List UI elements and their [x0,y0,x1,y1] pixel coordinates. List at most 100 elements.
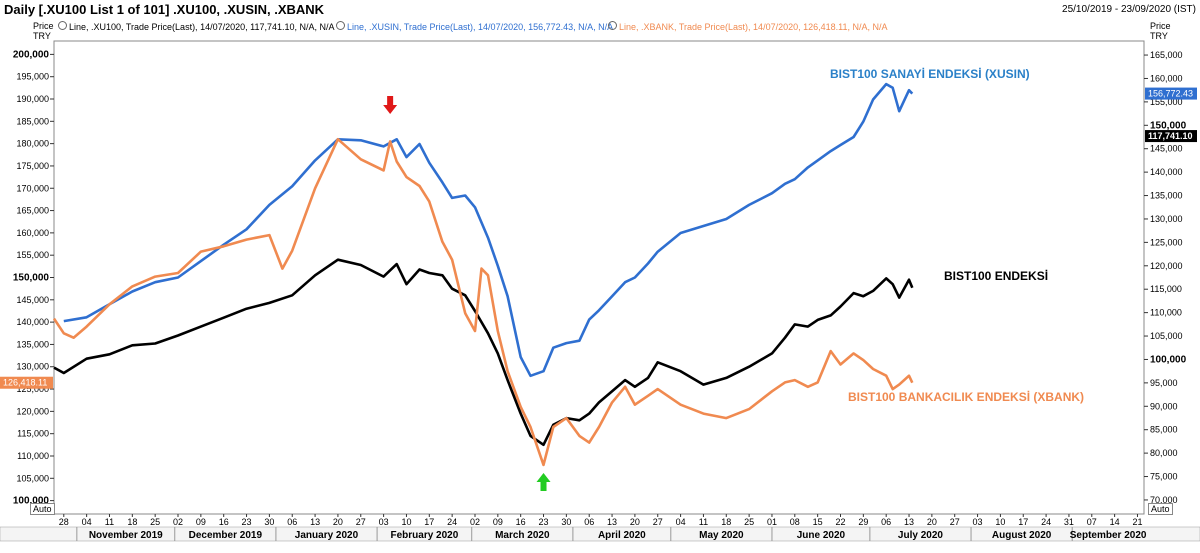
x-tick-label: 16 [219,517,229,527]
annotation-xbank: BIST100 BANKACILIK ENDEKSİ (XBANK) [848,390,1085,404]
left-tick-label: 100,000 [13,496,50,507]
x-tick-label: 23 [242,517,252,527]
auto-scale-button[interactable]: Auto [30,503,55,515]
x-month-label: August 2020 [992,530,1052,541]
left-tick-label: 190,000 [16,94,49,104]
x-month-label: January 2020 [295,530,359,541]
right-tick-label: 115,000 [1150,284,1182,294]
legend-item-xu100[interactable]: Line, .XU100, Trade Price(Last), 14/07/2… [58,21,335,32]
right-tick-label: 75,000 [1150,472,1178,482]
x-tick-label: 13 [904,517,914,527]
value-badges: 156,772.43 117,741.10 126,418.11 [0,87,1197,389]
xu100-value-text: 117,741.10 [1148,131,1193,141]
x-month-label: February 2020 [390,530,458,541]
x-tick-label: 28 [59,517,69,527]
x-tick-label: 13 [310,517,320,527]
x-tick-label: 06 [881,517,891,527]
left-tick-label: 135,000 [16,339,49,349]
xbank-value-badge [0,376,53,389]
x-tick-label: 27 [653,517,663,527]
x-tick-label: 23 [539,517,549,527]
red-down-arrow-icon [383,96,398,114]
x-tick-label: 06 [287,517,297,527]
x-day-strip [0,515,1200,527]
x-tick-label: 01 [767,517,777,527]
right-tick-label: 140,000 [1150,167,1183,177]
left-tick-label: 180,000 [16,139,49,149]
right-tick-label: 145,000 [1150,144,1183,154]
x-tick-label: 14 [1110,517,1120,527]
x-month-label: April 2020 [598,530,646,541]
x-tick-label: 03 [379,517,389,527]
x-tick-label: 07 [1087,517,1097,527]
chart-title: Daily [.XU100 List 1 of 101] .XU100, .XU… [4,2,325,17]
x-tick-label: 03 [973,517,983,527]
right-tick-label: 125,000 [1150,237,1183,247]
x-tick-label: 29 [858,517,868,527]
right-tick-label: 155,000 [1150,97,1183,107]
right-tick-label: 70,000 [1150,495,1178,505]
left-tick-label: 125,000 [16,384,49,394]
left-tick-label: 195,000 [16,72,49,82]
left-tick-label: 130,000 [16,362,49,372]
green-up-arrow-icon [536,473,551,491]
x-axis: 28 04 11 18 25 02 09 16 23 30 06 13 20 27 03 10 17 24 02 09… [0,514,1200,542]
right-tick-label: 100,000 [1150,354,1187,365]
x-tick-label: 18 [721,517,731,527]
left-tick-label: 175,000 [16,161,49,171]
annotation-xusin: BIST100 SANAYİ ENDEKSİ (XUSIN) [830,67,1030,81]
plot-area [53,40,1145,515]
left-tick-label: 150,000 [13,273,50,284]
x-tick-label: 11 [699,517,708,527]
right-tick-label: 165,000 [1150,50,1183,60]
legend-item-xbank[interactable]: Line, .XBANK, Trade Price(Last), 14/07/2… [608,21,887,32]
x-tick-label: 20 [333,517,343,527]
right-tick-label: 120,000 [1150,261,1183,271]
right-tick-label: 95,000 [1150,378,1178,388]
xu100-value-badge [1145,130,1197,143]
x-tick-label: 11 [105,517,114,527]
x-tick-label: 17 [1018,517,1028,527]
x-tick-label: 08 [790,517,800,527]
right-tick-label: 90,000 [1150,401,1178,411]
x-month-label: December 2019 [189,530,263,541]
left-tick-label: 160,000 [16,228,49,238]
legend-text: Line, .XU100, Trade Price(Last), 14/07/2… [69,22,335,32]
x-tick-label: 04 [676,517,686,527]
left-tick-label: 155,000 [16,250,49,260]
xbank-value-text: 126,418.11 [3,378,47,388]
x-month-label: June 2020 [797,530,846,541]
x-month-label: November 2019 [89,530,163,541]
series-line-1 [53,258,914,447]
left-tick-label: 165,000 [16,206,49,216]
left-axis: 100,000 105,000 110,000 115,000 120,000 125,0… [13,49,54,507]
xusin-value-text: 156,772.43 [1148,89,1193,99]
x-tick-label: 02 [173,517,183,527]
x-tick-label: 20 [630,517,640,527]
x-tick-label: 15 [813,517,823,527]
x-tick-label: 02 [470,517,480,527]
x-tick-label: 27 [950,517,960,527]
auto-scale-button-right[interactable]: Auto [1148,503,1173,515]
x-tick-label: 21 [1132,517,1142,527]
right-axis-unit: Price TRY [1150,21,1171,41]
series-line-2 [52,137,914,467]
left-tick-label: 120,000 [16,406,49,416]
legend-item-xusin[interactable]: Line, .XUSIN, Trade Price(Last), 14/07/2… [336,21,613,32]
left-tick-label: 170,000 [16,183,49,193]
series-line-0 [63,82,914,378]
left-tick-label: 110,000 [17,451,49,461]
left-tick-label: 115,000 [17,429,49,439]
left-axis-unit: Price TRY [33,21,54,41]
right-tick-label: 105,000 [1150,331,1183,341]
right-tick-label: 110,000 [1150,308,1182,318]
x-tick-label: 10 [995,517,1005,527]
x-month-label: May 2020 [699,530,744,541]
x-tick-label: 13 [607,517,617,527]
x-tick-label: 24 [447,517,457,527]
annotation-xu100: BIST100 ENDEKSİ [944,269,1049,283]
legend-circle-icon [336,21,345,30]
right-tick-label: 85,000 [1150,425,1178,435]
x-tick-label: 27 [356,517,366,527]
